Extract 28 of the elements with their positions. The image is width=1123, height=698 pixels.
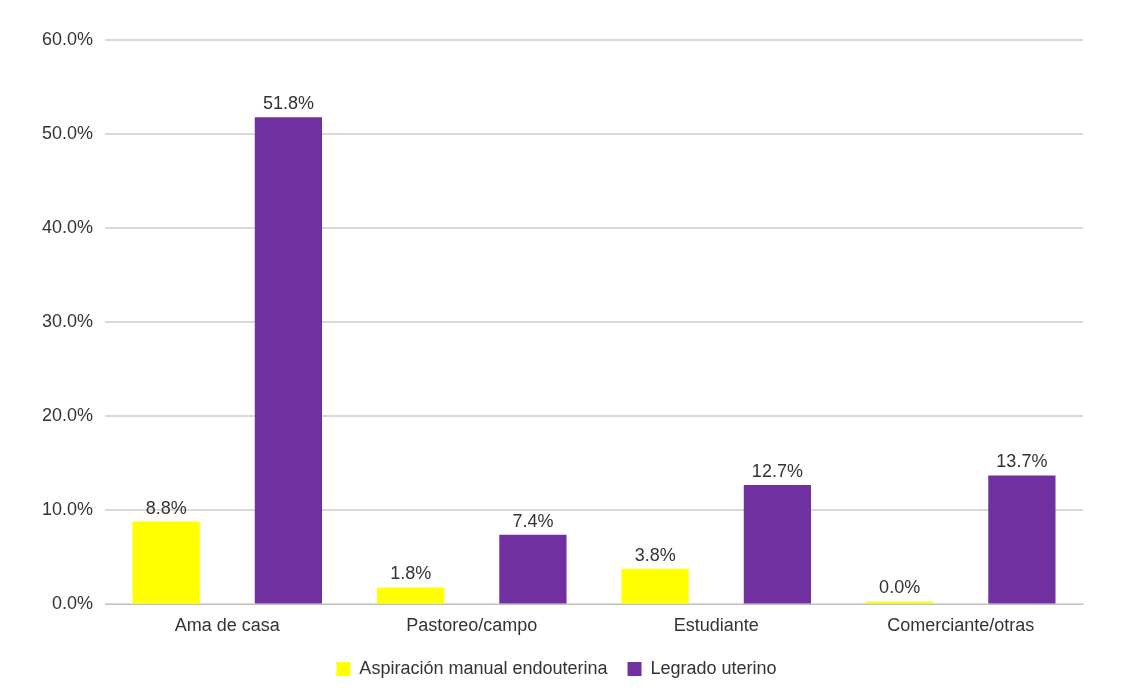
data-label: 7.4% (512, 510, 554, 531)
bar (743, 484, 811, 604)
bar (377, 587, 445, 604)
data-label: 0.0% (879, 577, 921, 598)
y-tick-label: 10.0% (41, 499, 94, 520)
bar (254, 117, 323, 604)
bar (132, 521, 200, 604)
y-tick-label: 40.0% (41, 217, 94, 238)
data-label: 8.8% (145, 497, 187, 518)
x-tick-label: Ama de casa (174, 615, 281, 636)
data-label: 1.8% (390, 563, 432, 584)
bar (499, 534, 567, 604)
y-tick-label: 20.0% (41, 405, 94, 426)
y-tick-label: 0.0% (52, 593, 94, 614)
bar (621, 568, 689, 604)
y-tick-label: 30.0% (41, 311, 94, 332)
data-label: 13.7% (996, 451, 1048, 472)
data-label: 51.8% (262, 93, 314, 114)
y-tick-label: 50.0% (41, 123, 94, 144)
data-label: 12.7% (751, 460, 803, 481)
x-tick-label: Comerciante/otras (887, 615, 1035, 636)
y-tick-label: 60.0% (41, 28, 94, 49)
data-label: 3.8% (634, 544, 676, 565)
x-tick-label: Pastoreo/campo (406, 615, 538, 636)
x-tick-label: Estudiante (673, 615, 759, 636)
legend-label: Legrado uterino (650, 657, 777, 678)
bar (988, 475, 1056, 604)
legend-label: Aspiración manual endouterina (359, 657, 609, 678)
